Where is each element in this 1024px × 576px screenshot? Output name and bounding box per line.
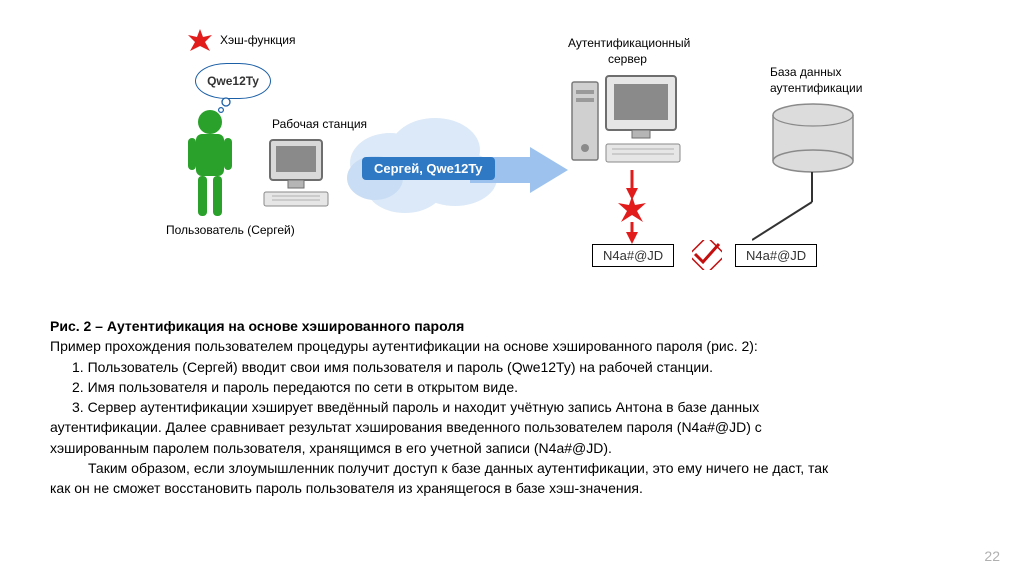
- auth-server-icon: [570, 72, 690, 172]
- hash-legend-label: Хэш-функция: [220, 33, 295, 47]
- user-label: Пользователь (Сергей): [166, 223, 295, 237]
- diagram-canvas: Хэш-функция Qwe12Ty Пользователь (Сергей…: [0, 0, 1024, 576]
- server-label-line1: Аутентификационный: [568, 36, 690, 50]
- conclusion-b: как он не сможет восстановить пароль пол…: [50, 478, 980, 498]
- cloud-credentials-text: Сергей, Qwe12Ty: [374, 161, 483, 176]
- cloud-credentials-pill: Сергей, Qwe12Ty: [362, 157, 495, 180]
- db-stored-hash: N4a#@JD: [735, 244, 817, 267]
- body-text-block: Рис. 2 – Аутентификация на основе хэширо…: [50, 316, 980, 499]
- hash-star-icon: [618, 196, 646, 224]
- checkmark-icon: [692, 240, 722, 270]
- step-3c: хэшированным паролем пользователя, храня…: [50, 438, 980, 458]
- intro-line: Пример прохождения пользователем процеду…: [50, 336, 980, 356]
- figure-caption: Рис. 2 – Аутентификация на основе хэширо…: [50, 316, 980, 336]
- step-3a: 3. Сервер аутентификации хэширует введён…: [50, 397, 980, 417]
- server-hash-output: N4a#@JD: [592, 244, 674, 267]
- db-label-line1: База данных: [770, 65, 841, 79]
- user-thought-bubble: Qwe12Ty: [195, 63, 271, 99]
- database-cylinder-icon: [770, 103, 856, 175]
- user-thought-text: Qwe12Ty: [207, 74, 259, 88]
- db-label-line2: аутентификации: [770, 81, 862, 95]
- server-arrow-down-2-icon: [624, 222, 640, 244]
- server-label-line2: сервер: [608, 52, 647, 66]
- workstation-icon: [262, 136, 340, 210]
- step-2: 2. Имя пользователя и пароль передаются …: [50, 377, 980, 397]
- server-hash-text: N4a#@JD: [603, 248, 663, 263]
- hash-legend-star-icon: [188, 29, 212, 53]
- step-3b: аутентификации. Далее сравнивает результ…: [50, 417, 980, 437]
- db-connector-icon: [752, 172, 842, 248]
- user-figure-icon: [182, 108, 238, 218]
- conclusion-a: Таким образом, если злоумышленник получи…: [50, 458, 980, 478]
- db-stored-hash-text: N4a#@JD: [746, 248, 806, 263]
- step-1: 1. Пользователь (Сергей) вводит свои имя…: [50, 357, 980, 377]
- page-number: 22: [984, 548, 1000, 564]
